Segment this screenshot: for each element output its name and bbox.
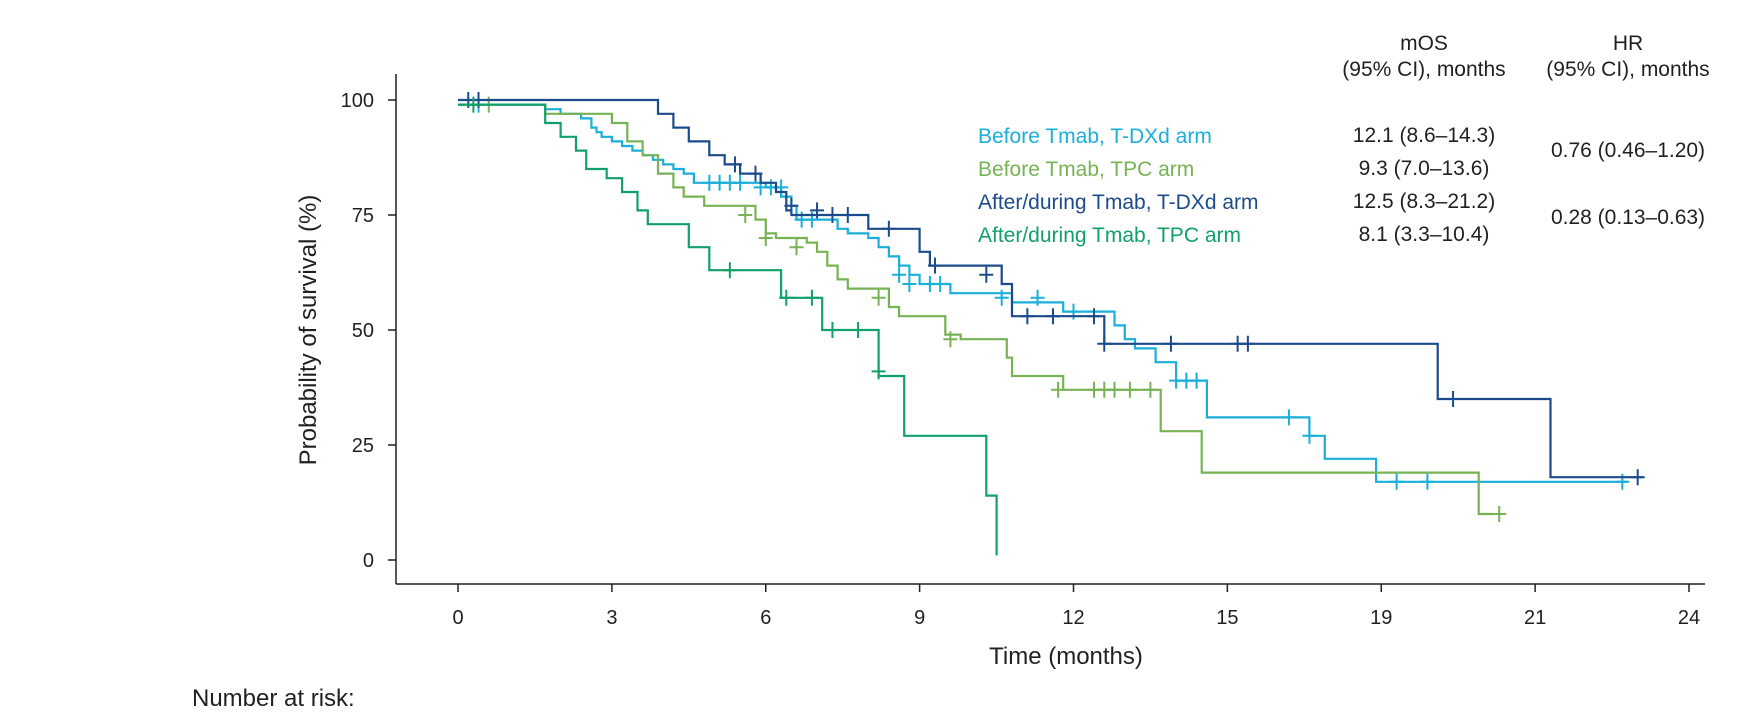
censor-mark [1020,308,1035,325]
x-tick-label: 21 [1524,607,1546,629]
censor-mark [943,331,958,348]
mos-header-line1: mOS [1400,32,1448,55]
censor-mark [1389,473,1404,490]
censor-mark [1446,391,1461,407]
censor-mark [748,165,763,182]
survival-curve [458,103,1495,516]
x-tick-label: 19 [1370,607,1392,629]
censor-mark [810,202,825,219]
x-tick-label: 12 [1062,607,1084,629]
censor-mark [840,207,855,223]
axes [395,74,1705,585]
censor-mark [881,220,896,237]
censor-mark [733,174,748,191]
censor-mark [892,266,907,283]
censor-mark [1045,308,1060,325]
hr-header-line1: HR [1613,32,1643,55]
y-tick-label: 50 [352,320,374,342]
x-tick-label: 6 [760,607,771,629]
censor-mark [933,276,948,292]
series-1 [458,96,1507,522]
x-ticks: 0 3 6 9 12 15 19 21 24 [452,584,1700,629]
y-ticks: 0 25 50 75 100 [341,90,396,572]
censor-mark [1420,473,1435,490]
censor-mark [758,230,773,246]
censor-mark [1087,308,1102,325]
y-tick-label: 0 [363,550,374,572]
censor-mark [1302,427,1317,444]
hr-before: 0.76 (0.46–1.20) [1551,139,1705,162]
y-tick-label: 100 [341,90,374,112]
censor-mark [779,289,794,306]
y-axis-title: Probability of survival (%) [295,195,322,466]
censor-mark [1122,381,1137,398]
censor-mark [1107,381,1122,398]
survival-curve [458,103,1628,483]
censor-mark [979,266,994,283]
hr-header-line2: (95% CI), months [1546,58,1709,81]
censor-mark [994,289,1009,306]
number-at-risk-label: Number at risk: [192,685,355,712]
legend-before-tdxd: Before Tmab, T-DXd arm [978,125,1212,148]
censor-mark [1281,409,1296,426]
y-tick-label: 75 [352,205,374,227]
censor-mark [804,289,819,306]
results-table: mOS (95% CI), months HR (95% CI), months… [978,32,1710,247]
mos-before-tdxd: 12.1 (8.6–14.3) [1353,124,1495,147]
survival-curves [458,92,1645,556]
censor-mark [738,207,753,223]
mos-before-tpc: 9.3 (7.0–13.6) [1359,157,1490,180]
censor-mark [466,96,481,113]
censor-mark [1189,372,1204,389]
legend-after-tpc: After/during Tmab, TPC arm [978,224,1241,247]
mos-after-tpc: 8.1 (3.3–10.4) [1359,223,1490,246]
censor-mark [871,289,886,306]
censor-mark [1030,289,1045,306]
x-tick-label: 15 [1216,607,1238,629]
censor-mark [825,207,840,223]
x-tick-label: 0 [452,607,463,629]
censor-mark [928,257,943,274]
mos-header-line2: (95% CI), months [1342,58,1505,81]
censor-mark [1240,335,1255,352]
x-axis-title: Time (months) [989,643,1143,670]
censor-mark [1051,381,1066,398]
series-2 [458,92,1645,486]
censor-mark [902,276,917,292]
censor-mark [871,363,886,380]
legend-before-tpc: Before Tmab, TPC arm [978,158,1194,181]
x-tick-label: 9 [914,607,925,629]
legend-after-tdxd: After/during Tmab, T-DXd arm [978,191,1259,214]
censor-mark [1630,469,1645,486]
censor-mark [1492,506,1507,522]
censor-mark [784,197,799,214]
censor-mark [851,322,866,338]
censor-mark [727,156,742,173]
hr-after: 0.28 (0.13–0.63) [1551,206,1705,229]
mos-after-tdxd: 12.5 (8.3–21.2) [1353,190,1495,213]
x-tick-label: 24 [1678,607,1700,629]
censor-mark [722,262,737,279]
censor-mark [825,322,840,338]
censor-mark [789,239,804,256]
censor-mark [1097,335,1112,352]
series-0 [458,96,1630,490]
series-3 [458,96,998,556]
censor-mark [1143,381,1158,398]
survival-curve [458,98,1643,479]
y-tick-label: 25 [352,435,374,457]
censor-mark [1163,335,1178,352]
x-tick-label: 3 [606,607,617,629]
survival-curve [458,103,998,556]
